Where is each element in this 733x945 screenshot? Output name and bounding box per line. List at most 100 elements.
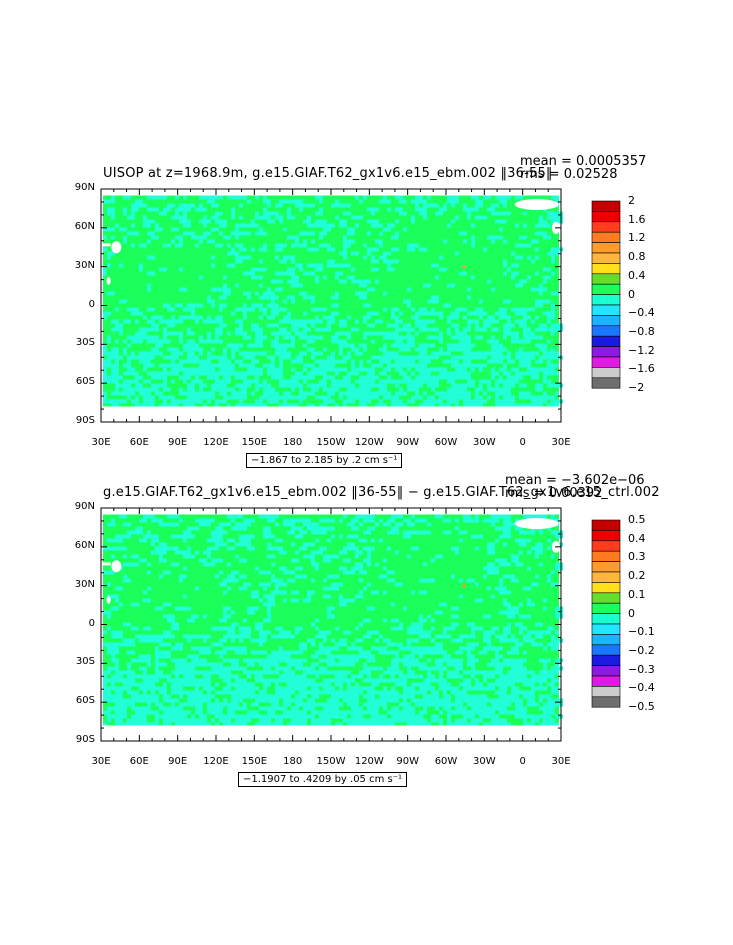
panel2-anomaly-cell [531,582,539,587]
panel2-anomaly-cell [339,582,343,587]
panel2-anomaly-cell [143,654,151,659]
panel1-anomaly-cell [527,339,531,344]
panel2-anomaly-cell [259,678,263,683]
panel1-anomaly-cell [215,215,219,220]
panel2-anomaly-cell [235,698,239,703]
panel1-anomaly-cell [343,263,351,268]
panel1-anomaly-cell [379,231,383,236]
panel1-anomaly-cell [547,363,555,368]
panel2-anomaly-cell [435,646,443,651]
panel2-anomaly-cell [527,714,531,719]
panel1-anomaly-cell [531,351,539,356]
panel1-anomaly-cell [331,375,335,380]
panel2-anomaly-cell [291,690,295,695]
panel2-anomaly-cell [279,646,283,651]
panel2-anomaly-cell [267,582,271,587]
panel2-anomaly-cell [283,698,287,703]
panel2-anomaly-cell [383,714,387,719]
panel2-anomaly-cell [551,686,555,691]
panel2-anomaly-cell [367,674,371,679]
panel1-anomaly-cell [547,359,551,364]
panel1-anomaly-cell [203,395,207,400]
panel1-anomaly-cell [215,203,219,208]
panel1-anomaly-cell [267,199,271,204]
panel2-anomaly-cell [279,650,287,655]
panel2-anomaly-cell [451,658,455,663]
panel1-anomaly-cell [319,199,323,204]
panel1-anomaly-cell [247,271,255,276]
panel1-anomaly-cell [551,303,555,308]
panel1-anomaly-cell [339,391,343,396]
panel1-anomaly-cell [183,403,191,408]
panel1-anomaly-cell [475,199,483,204]
panel1-anomaly-cell [207,331,211,336]
panel2-anomaly-cell [155,686,159,691]
panel1-anomaly-cell [131,231,139,236]
panel2-anomaly-cell [203,722,207,727]
panel2-anomaly-cell [151,638,159,643]
panel2-anomaly-cell [195,682,203,687]
panel2-anomaly-cell [235,694,239,699]
panel1-anomaly-cell [347,351,351,356]
panel1-anomaly-cell [495,195,499,200]
panel2-anomaly-cell [511,690,515,695]
panel1-anomaly-cell [239,395,243,400]
panel2-anomaly-cell [255,686,259,691]
panel2-anomaly-cell [179,682,183,687]
panel1-anomaly-cell [355,279,363,284]
panel2-anomaly-cell [303,522,307,527]
panel1-anomaly-cell [451,315,459,320]
panel1-anomaly-cell [479,403,483,408]
panel2-anomaly-cell [131,658,135,663]
panel2-anomaly-cell [459,698,463,703]
panel2-anomaly-cell [503,534,511,539]
panel1-anomaly-cell [271,359,275,364]
panel1-anomaly-cell [439,207,447,212]
panel2-anomaly-cell [263,586,267,591]
panel2-colorbar-label: 0 [628,606,635,620]
panel1-anomaly-cell [271,295,279,300]
panel2-anomaly-cell [531,698,535,703]
panel2-anomaly-cell [483,518,487,523]
panel2-anomaly-cell [347,698,355,703]
panel2-anomaly-cell [479,694,487,699]
panel2-anomaly-cell [463,514,467,519]
panel2-anomaly-cell [435,662,443,667]
panel2-anomaly-cell [479,714,483,719]
panel2-anomaly-cell [171,646,175,651]
panel1-anomaly-cell [519,355,523,360]
panel1-anomaly-cell [491,375,495,380]
panel1-anomaly-cell [239,343,243,348]
panel1-anomaly-cell [391,247,399,252]
panel2-anomaly-cell [271,710,275,715]
panel1-anomaly-cell [515,355,519,360]
panel2-anomaly-cell [543,718,547,723]
panel2-anomaly-cell [147,686,151,691]
panel1-anomaly-cell [323,375,331,380]
panel2-anomaly-cell [495,698,499,703]
panel2-anomaly-cell [255,594,259,599]
panel2-anomaly-cell [343,546,347,551]
panel1-anomaly-cell [511,251,515,256]
panel2-anomaly-cell [255,674,263,679]
panel2-anomaly-cell [503,562,507,567]
panel1-anomaly-cell [259,227,263,232]
panel2-anomaly-cell [527,630,535,635]
panel1-anomaly-cell [359,295,367,300]
panel1-anomaly-cell [239,247,247,252]
panel1-anomaly-cell [283,343,291,348]
panel1-anomaly-cell [427,311,435,316]
panel1-anomaly-cell [235,359,243,364]
panel1-anomaly-cell [143,395,151,400]
panel2-anomaly-cell [355,554,359,559]
panel2-anomaly-cell [199,646,203,651]
panel1-anomaly-cell [527,331,535,336]
panel2-anomaly-cell [251,606,259,611]
panel1-anomaly-cell [103,235,107,240]
panel2-anomaly-cell [119,566,123,571]
panel2-anomaly-cell [439,722,443,727]
panel1-anomaly-cell [551,259,555,264]
panel1-anomaly-cell [459,339,467,344]
panel1-anomaly-cell [495,391,499,396]
panel2-anomaly-cell [427,682,431,687]
